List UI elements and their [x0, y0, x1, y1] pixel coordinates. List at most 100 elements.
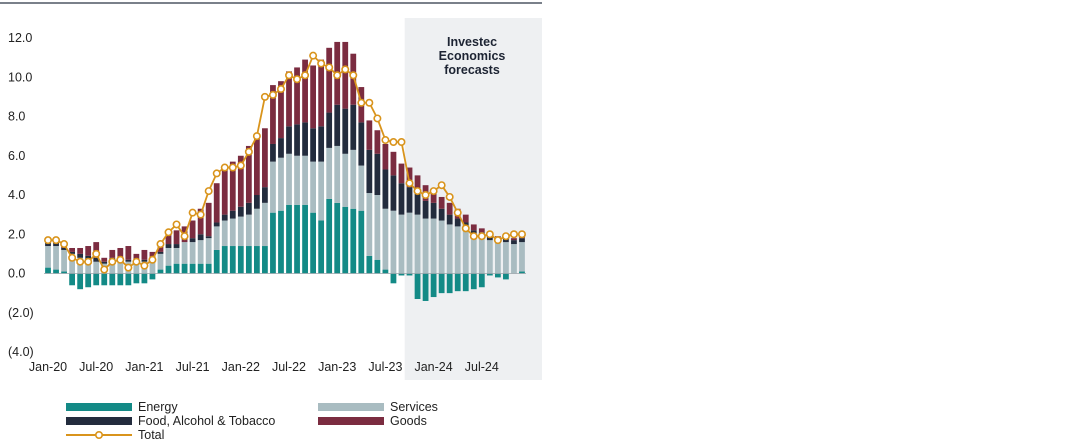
bar-goods	[366, 120, 373, 150]
bar-energy	[302, 204, 308, 274]
bar-services	[205, 238, 212, 264]
y-tick-label: (2.0)	[8, 306, 34, 320]
bar-services	[438, 220, 445, 274]
bar-food	[350, 104, 357, 150]
total-point	[172, 220, 181, 229]
total-point	[421, 191, 430, 200]
bar-goods	[101, 257, 108, 262]
forecast-label-line-2: Economics	[439, 49, 506, 63]
bar-energy	[53, 269, 59, 274]
bar-services	[53, 246, 59, 270]
total-point	[236, 161, 245, 170]
bar-goods	[237, 155, 244, 207]
bar-services	[278, 157, 284, 211]
bar-services	[486, 240, 493, 274]
bar-energy	[478, 273, 485, 288]
bar-energy	[462, 273, 469, 292]
bar-energy	[197, 263, 204, 274]
bar-energy	[165, 265, 172, 274]
bar-food	[310, 128, 316, 162]
bar-services	[503, 242, 509, 274]
bar-services	[454, 226, 461, 274]
bar-energy	[93, 273, 100, 286]
bar-food	[358, 122, 365, 166]
bar-services	[374, 195, 381, 260]
bar-goods	[197, 208, 204, 235]
total-point	[429, 187, 438, 196]
bar-goods	[253, 136, 260, 196]
total-point	[268, 90, 277, 99]
bar-food	[398, 183, 405, 215]
bar-services	[253, 208, 260, 247]
x-tick-label: Jul-24	[465, 360, 499, 374]
total-point	[285, 71, 294, 80]
legend-swatch-goods	[318, 417, 384, 425]
bar-energy	[438, 273, 445, 294]
bar-food	[173, 244, 180, 248]
bar-food	[270, 143, 276, 162]
bar-food	[374, 153, 381, 195]
total-point	[148, 255, 157, 264]
bar-food	[519, 238, 525, 243]
bar-energy	[45, 267, 51, 274]
bar-energy	[318, 220, 325, 274]
bar-food	[213, 222, 220, 227]
bar-goods	[117, 247, 124, 260]
bar-food	[165, 244, 172, 248]
bar-energy	[310, 212, 316, 274]
bar-services	[390, 210, 397, 274]
bar-goods	[342, 41, 349, 109]
x-tick-label: Jan-24	[414, 360, 452, 374]
bar-food	[366, 149, 373, 194]
bar-food	[511, 240, 517, 245]
total-point	[84, 257, 93, 266]
bar-services	[221, 220, 228, 247]
bar-services	[511, 244, 517, 274]
total-point	[276, 85, 285, 94]
bar-services	[478, 238, 485, 274]
total-point	[509, 230, 518, 239]
bar-goods	[294, 67, 300, 125]
bar-energy	[503, 273, 509, 280]
total-point	[220, 163, 229, 172]
bar-food	[197, 234, 204, 241]
bar-services	[494, 242, 501, 274]
bar-services	[245, 214, 252, 247]
bar-goods	[270, 85, 276, 144]
total-point	[445, 192, 454, 201]
bar-energy	[109, 273, 116, 286]
bar-services	[334, 145, 341, 203]
bar-energy	[157, 269, 164, 274]
x-tick-label: Jul-21	[176, 360, 210, 374]
bar-energy	[101, 273, 108, 286]
legend-label-goods: Goods	[390, 414, 427, 428]
x-axis: Jan-20 Jul-20 Jan-21 Jul-21 Jan-22 Jul-22 Jan-…	[29, 360, 499, 374]
bar-energy	[486, 273, 493, 276]
bar-energy	[117, 273, 124, 286]
total-point	[309, 51, 318, 60]
total-point	[301, 71, 310, 80]
bar-goods	[374, 130, 381, 154]
total-point	[461, 224, 470, 233]
bar-goods	[406, 167, 413, 188]
forecast-label-line-3: forecasts	[444, 63, 500, 77]
total-point	[293, 75, 302, 84]
bar-services	[446, 224, 453, 274]
bar-goods	[213, 183, 220, 223]
y-tick-label: 0.0	[8, 267, 25, 281]
total-point	[260, 92, 269, 101]
bar-food	[390, 175, 397, 211]
bar-food	[69, 251, 75, 254]
bar-food	[77, 253, 84, 258]
bar-food	[334, 104, 341, 146]
y-tick-label: 2.0	[8, 227, 25, 241]
bar-food	[446, 214, 453, 225]
bar-food	[221, 214, 228, 221]
bar-food	[382, 169, 389, 209]
bar-energy	[446, 273, 453, 294]
y-tick-label: 12.0	[8, 31, 32, 45]
total-point	[501, 232, 510, 241]
x-tick-label: Jan-22	[222, 360, 260, 374]
bar-energy	[406, 273, 413, 276]
x-tick-label: Jan-23	[318, 360, 356, 374]
